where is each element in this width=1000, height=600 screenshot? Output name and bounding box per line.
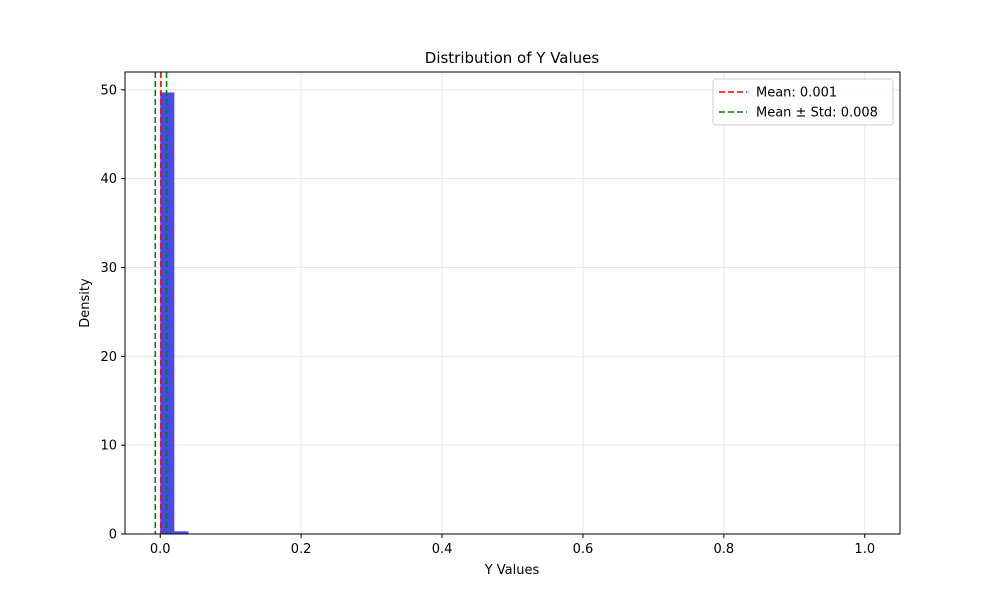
y-tick-label: 10 (100, 439, 117, 454)
y-tick-label: 40 (100, 172, 117, 187)
plot-frame (124, 71, 901, 535)
y-tick-label: 30 (100, 261, 117, 276)
x-axis-label: Y Values (484, 563, 540, 578)
legend: Mean: 0.001 Mean ± Std: 0.008 (712, 78, 894, 126)
y-axis-label: Density (78, 278, 93, 328)
x-tick-label: 0.0 (150, 542, 171, 557)
x-tick-label: 0.8 (714, 542, 735, 557)
x-tick-label: 1.0 (854, 542, 875, 557)
histogram-bar (160, 92, 175, 534)
histogram-bar (174, 531, 189, 534)
legend-label: Mean: 0.001 (756, 86, 837, 101)
chart-title: Distribution of Y Values (425, 49, 600, 67)
x-tick-label: 0.6 (573, 542, 594, 557)
y-tick-label: 20 (100, 350, 117, 365)
y-tick-label: 50 (100, 83, 117, 98)
y-tick-label: 0 (109, 528, 117, 543)
x-tick-label: 0.4 (432, 542, 453, 557)
x-tick-label: 0.2 (291, 542, 312, 557)
legend-label: Mean ± Std: 0.008 (756, 106, 878, 121)
reference-lines (154, 72, 168, 534)
y-axis-ticks: 0 10 20 30 40 50 (100, 83, 125, 543)
x-axis-ticks: 0.0 0.2 0.4 0.6 0.8 1.0 (150, 534, 875, 557)
bars (160, 92, 189, 534)
legend-box (712, 78, 894, 126)
